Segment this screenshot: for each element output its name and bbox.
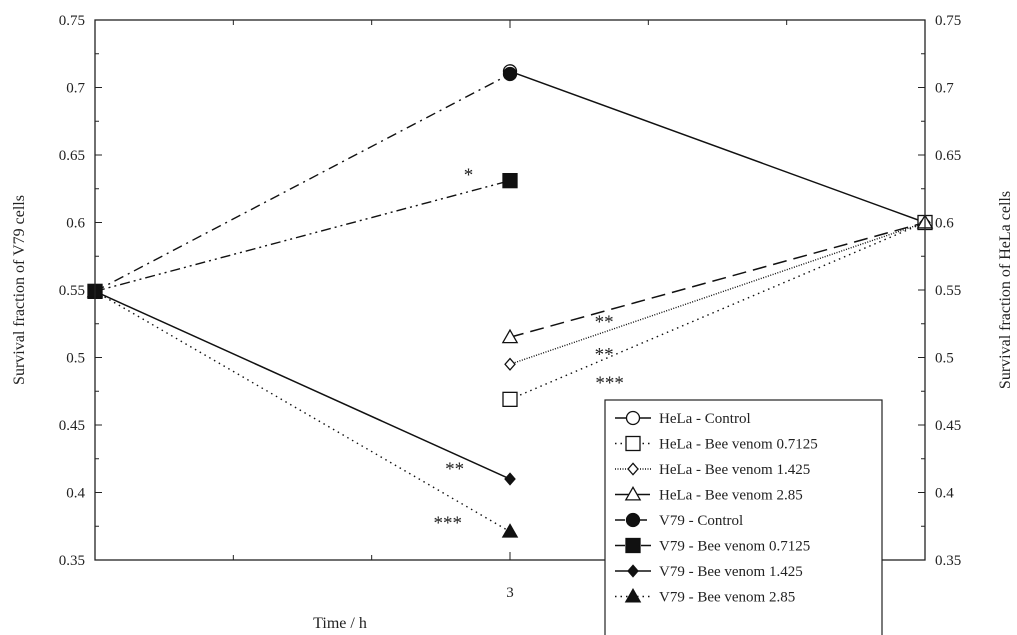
significance-label: ** bbox=[445, 459, 464, 480]
data-point-marker bbox=[502, 172, 518, 189]
y-axis-title-right: Survival fraction of HeLa cells bbox=[997, 191, 1014, 389]
data-point-marker bbox=[502, 66, 518, 82]
y-tick-label-left: 0.5 bbox=[66, 351, 85, 367]
data-point-marker bbox=[627, 564, 639, 578]
y-tick-label-right: 0.65 bbox=[935, 148, 961, 164]
series-layer bbox=[86, 64, 934, 538]
series-line bbox=[509, 221, 926, 365]
series-group bbox=[89, 284, 516, 486]
series-line bbox=[509, 70, 926, 224]
y-tick-label-left: 0.6 bbox=[66, 216, 85, 232]
data-point-marker bbox=[501, 328, 519, 344]
data-point-marker bbox=[625, 410, 641, 426]
y-tick-label-right: 0.7 bbox=[935, 81, 954, 97]
series-line bbox=[94, 290, 511, 533]
y-tick-label-left: 0.55 bbox=[59, 283, 85, 299]
y-tick-label-left: 0.7 bbox=[66, 81, 85, 97]
data-point-marker bbox=[625, 512, 641, 528]
legend-entry-label: V79 - Bee venom 0.7125 bbox=[659, 539, 810, 555]
data-point-marker bbox=[504, 357, 516, 371]
y-tick-label-right: 0.4 bbox=[935, 486, 954, 502]
y-tick-label-left: 0.45 bbox=[59, 418, 85, 434]
y-tick-label-right: 0.45 bbox=[935, 418, 961, 434]
series-group bbox=[87, 66, 518, 299]
legend-entry-label: HeLa - Bee venom 1.425 bbox=[659, 462, 810, 478]
data-point-marker bbox=[625, 435, 641, 452]
y-tick-label-left: 0.4 bbox=[66, 486, 85, 502]
significance-label: ** bbox=[595, 344, 614, 365]
y-tick-label-left: 0.65 bbox=[59, 148, 85, 164]
legend-entry-label: V79 - Bee venom 1.425 bbox=[659, 564, 803, 580]
legend-box bbox=[604, 399, 883, 635]
significance-label: ** bbox=[595, 312, 614, 333]
y-tick-label-right: 0.55 bbox=[935, 283, 961, 299]
series-line bbox=[94, 290, 511, 480]
annotation-layer: ************* bbox=[434, 165, 624, 534]
data-point-marker bbox=[624, 486, 642, 501]
data-point-marker bbox=[625, 537, 641, 554]
data-point-marker bbox=[504, 472, 516, 486]
series-line bbox=[509, 221, 926, 400]
legend-entry-label: HeLa - Bee venom 2.85 bbox=[659, 488, 803, 504]
x-tick-label: 3 bbox=[506, 585, 514, 601]
y-tick-label-right: 0.35 bbox=[935, 553, 961, 569]
y-tick-label-left: 0.75 bbox=[59, 13, 85, 29]
y-tick-label-right: 0.6 bbox=[935, 216, 954, 232]
legend-entry-label: HeLa - Control bbox=[659, 411, 751, 427]
data-point-marker bbox=[624, 588, 642, 603]
series-line bbox=[509, 221, 926, 338]
legend-entry-label: V79 - Bee venom 2.85 bbox=[659, 590, 795, 606]
y-tick-label-left: 0.35 bbox=[59, 553, 85, 569]
series-line bbox=[94, 179, 511, 293]
data-point-marker bbox=[502, 391, 518, 408]
y-tick-label-right: 0.5 bbox=[935, 351, 954, 367]
series-group bbox=[501, 214, 934, 344]
significance-label: * bbox=[464, 165, 474, 186]
y-tick-label-right: 0.75 bbox=[935, 13, 961, 29]
ticks-layer: 0.35 0.35 0.4 0.4 0.45 0.45 0.5 0.5 0.55 0.55 0.6 0… bbox=[59, 13, 962, 601]
series-group bbox=[87, 172, 518, 300]
series-group bbox=[504, 215, 931, 371]
legend-entry-label: HeLa - Bee venom 0.7125 bbox=[659, 437, 818, 453]
plot-frame bbox=[94, 19, 926, 561]
y-axis-title-left: Survival fraction of V79 cells bbox=[11, 195, 28, 385]
x-axis-title: Time / h bbox=[313, 615, 367, 632]
data-point-marker bbox=[501, 523, 519, 538]
significance-label: *** bbox=[595, 373, 624, 394]
series-group bbox=[86, 282, 519, 538]
series-group bbox=[502, 64, 933, 230]
data-point-marker bbox=[627, 462, 639, 476]
series-line bbox=[94, 73, 511, 292]
legend-entry-label: V79 - Control bbox=[659, 513, 743, 529]
legend: HeLa - Control HeLa - Bee venom 0.7125 HeL… bbox=[604, 399, 883, 635]
series-group bbox=[502, 214, 933, 408]
significance-label: *** bbox=[434, 513, 463, 534]
